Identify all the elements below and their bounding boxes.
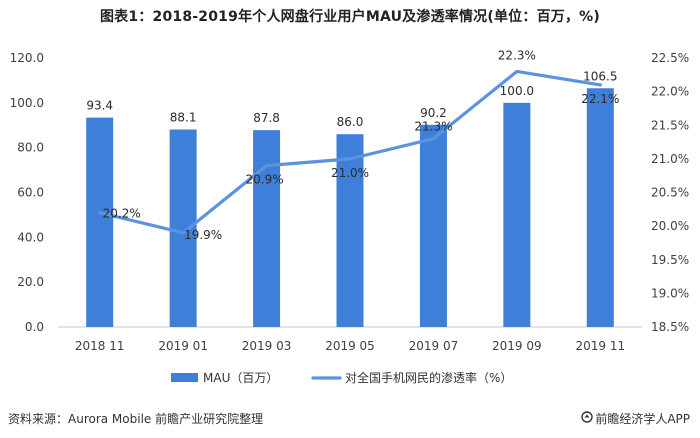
x-tick-label: 2019 11 <box>575 339 625 353</box>
y-left-tick-label: 60.0 <box>17 186 44 200</box>
x-tick-label: 2019 09 <box>492 339 542 353</box>
mau-bar <box>86 117 114 328</box>
y-left-tick-label: 40.0 <box>17 230 44 244</box>
y-right-tick-label: 20.5% <box>651 186 689 200</box>
mau-bar <box>336 134 364 327</box>
y-right-tick-label: 19.5% <box>651 253 689 267</box>
mau-value-label: 88.1 <box>170 111 197 125</box>
x-tick-label: 2019 05 <box>325 339 375 353</box>
y-right-tick-label: 20.0% <box>651 219 689 233</box>
y-left-tick-label: 80.0 <box>17 141 44 155</box>
penetration-value-label: 21.0% <box>331 166 369 180</box>
penetration-point <box>431 137 436 141</box>
brand-text: 前瞻经济学人APP <box>595 412 690 426</box>
mau-bar <box>169 129 197 327</box>
chart-legend: MAU（百万） 对全国手机网民的渗透率（%） <box>171 370 512 385</box>
penetration-value-label: 22.1% <box>581 92 619 106</box>
brand-credit: 前瞻经济学人APP <box>581 410 690 427</box>
legend-bar-swatch <box>171 373 198 382</box>
y-right-tick-label: 21.0% <box>651 152 689 166</box>
penetration-point <box>515 69 519 74</box>
legend-bar-label: MAU（百万） <box>203 371 278 385</box>
y-left-tick-label: 100.0 <box>10 96 44 110</box>
combo-chart: 0.0 20.0 40.0 60.0 80.0 100.0 120.0 18.5% 19.0% 1… <box>10 48 689 385</box>
mau-value-label: 106.5 <box>583 69 617 83</box>
mau-bar <box>503 102 531 327</box>
mau-value-label: 87.8 <box>253 111 280 125</box>
y-right-tick-label: 18.5% <box>651 320 689 334</box>
penetration-value-label: 20.2% <box>103 207 141 221</box>
y-left-tick-label: 120.0 <box>10 51 44 65</box>
y-left-tick-label: 0.0 <box>25 320 44 334</box>
penetration-point <box>181 231 185 235</box>
x-tick-label: 2019 01 <box>158 339 208 353</box>
source-note: 资料来源：Aurora Mobile 前瞻产业研究院整理 <box>8 412 264 426</box>
penetration-point <box>598 83 602 87</box>
mau-bar <box>253 130 281 327</box>
mau-value-label: 86.0 <box>337 115 364 129</box>
mau-bar <box>419 124 447 327</box>
chart-axes: 0.0 20.0 40.0 60.0 80.0 100.0 120.0 18.5% 19.0% 1… <box>10 51 689 353</box>
y-right-tick-label: 22.5% <box>651 51 689 65</box>
penetration-point <box>348 157 352 161</box>
mau-bar <box>586 88 614 327</box>
mau-value-label: 100.0 <box>500 84 534 98</box>
penetration-point <box>264 164 269 168</box>
mau-value-label: 93.4 <box>86 99 113 113</box>
penetration-value-label: 20.9% <box>246 173 284 187</box>
penetration-point <box>98 211 102 215</box>
y-left-tick-label: 20.0 <box>17 275 44 289</box>
x-tick-label: 2018 11 <box>75 339 125 353</box>
data-labels: 93.4 88.1 87.8 86.0 90.2 100.0 106.5 20.2% 19.9%… <box>86 48 619 241</box>
y-right-tick-label: 21.5% <box>651 118 689 132</box>
legend-line-label: 对全国手机网民的渗透率（%） <box>345 370 512 385</box>
mau-value-label: 90.2 <box>420 106 447 120</box>
y-right-tick-label: 22.0% <box>651 85 689 99</box>
mau-bars <box>86 88 614 328</box>
penetration-line <box>98 69 602 235</box>
x-tick-label: 2019 03 <box>242 339 292 353</box>
y-right-tick-label: 19.0% <box>651 286 689 300</box>
penetration-value-label: 21.3% <box>414 120 452 134</box>
penetration-value-label: 22.3% <box>498 48 536 62</box>
brand-logo-icon <box>581 411 594 426</box>
penetration-value-label: 19.9% <box>184 228 222 242</box>
chart-title: 图表1：2018-2019年个人网盘行业用户MAU及渗透率情况(单位：百万，%) <box>99 9 600 25</box>
x-tick-label: 2019 07 <box>409 339 459 353</box>
